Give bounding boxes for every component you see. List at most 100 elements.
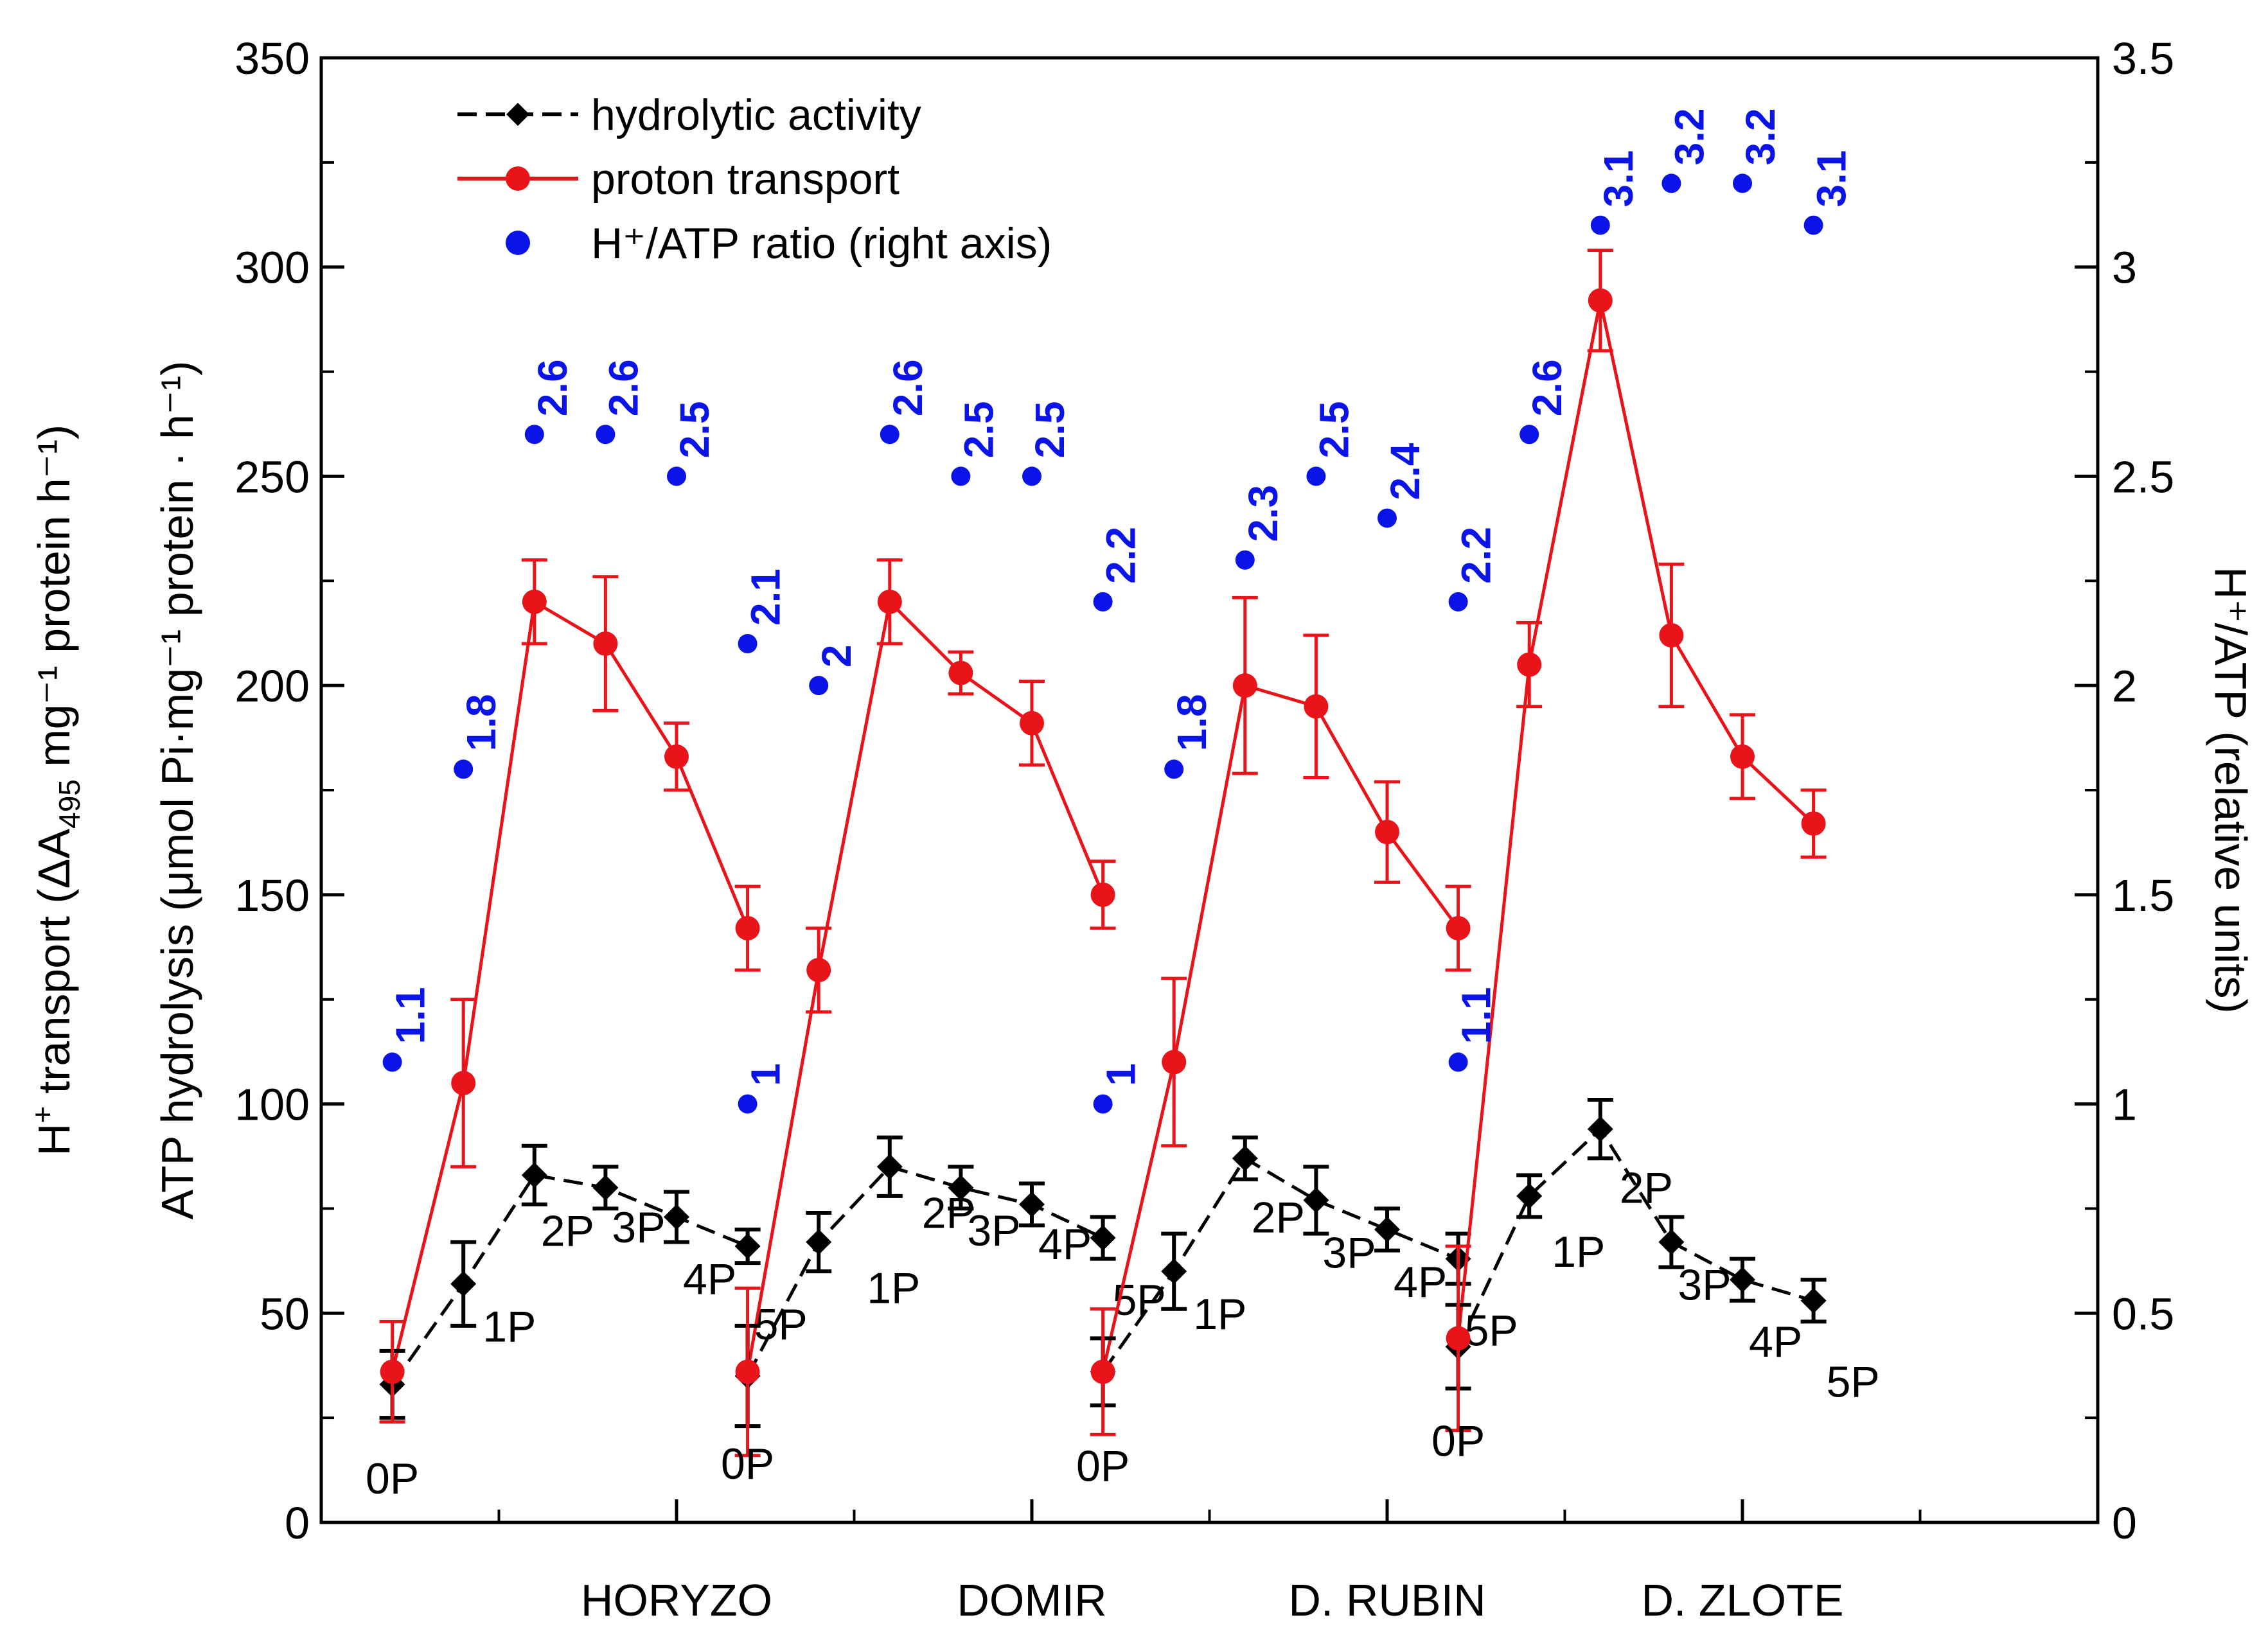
x-category-label: D. ZLOTE bbox=[1641, 1575, 1843, 1625]
y-tick-label: 100 bbox=[235, 1080, 310, 1130]
hydrolytic-point bbox=[1232, 1145, 1258, 1172]
ratio-point bbox=[1590, 215, 1610, 235]
proton-point bbox=[1446, 915, 1471, 940]
ratio-point bbox=[880, 425, 899, 445]
ratio-label: 2.6 bbox=[1524, 359, 1570, 416]
proton-point bbox=[1659, 622, 1684, 648]
ratio-point bbox=[1022, 466, 1041, 486]
ratio-label: 2.6 bbox=[600, 359, 646, 416]
hydrolytic-point bbox=[1516, 1183, 1543, 1209]
ratio-label: 1.8 bbox=[1169, 694, 1215, 751]
level-label: 3P bbox=[612, 1203, 665, 1252]
proton-point bbox=[664, 744, 689, 769]
proton-line bbox=[1457, 300, 1815, 1339]
proton-line bbox=[746, 598, 1104, 1372]
hydrolytic-point bbox=[734, 1233, 761, 1260]
ratio-label: 3.2 bbox=[1666, 108, 1712, 165]
y-axis-title-hydrolysis: ATP hydrolysis (μmol Pi·mg⁻¹ protein · h… bbox=[152, 361, 202, 1220]
ratio-point bbox=[1306, 466, 1326, 486]
proton-line bbox=[391, 599, 749, 1373]
hydrolytic-line bbox=[1101, 1156, 1459, 1373]
hydrolytic-point bbox=[1303, 1187, 1329, 1213]
y-tick-label: 0 bbox=[285, 1498, 310, 1548]
ratio-point bbox=[454, 759, 474, 779]
hydrolytic-point bbox=[1161, 1258, 1187, 1285]
y2-tick-label: 3.5 bbox=[2112, 33, 2174, 84]
hydrolytic-line bbox=[746, 1165, 1104, 1377]
proton-point bbox=[1304, 694, 1329, 719]
legend-marker-proton bbox=[506, 166, 530, 191]
ratio-label: 1.1 bbox=[1453, 987, 1500, 1044]
ratio-point bbox=[524, 425, 544, 445]
ratio-point bbox=[1448, 592, 1468, 612]
y-tick-label: 300 bbox=[235, 243, 310, 293]
level-label: 0P bbox=[1431, 1416, 1485, 1465]
proton-point bbox=[1090, 882, 1115, 907]
level-label: 2P bbox=[1252, 1193, 1305, 1242]
ratio-label: 3.2 bbox=[1737, 108, 1784, 165]
level-label: 4P bbox=[1038, 1220, 1092, 1269]
legend: hydrolytic activity proton transport H⁺/… bbox=[457, 91, 1052, 268]
ratio-point bbox=[951, 466, 971, 486]
level-label: 1P bbox=[867, 1264, 920, 1313]
ratio-label: 2.4 bbox=[1382, 443, 1428, 500]
legend-marker-ratio bbox=[506, 231, 530, 255]
level-label: 1P bbox=[483, 1303, 536, 1352]
x-category-label: D. RUBIN bbox=[1288, 1575, 1485, 1625]
level-label: 4P bbox=[1394, 1258, 1447, 1307]
y-tick-label: 200 bbox=[235, 661, 310, 711]
level-label: 1P bbox=[1193, 1290, 1246, 1339]
hydrolytic-point bbox=[1019, 1191, 1045, 1217]
level-label: 5P bbox=[1827, 1358, 1880, 1407]
legend-label-ratio: H⁺/ATP ratio (right axis) bbox=[591, 219, 1052, 268]
ratio-label: 2.5 bbox=[1027, 401, 1073, 458]
ratio-point bbox=[1661, 173, 1681, 193]
ratio-point bbox=[738, 1094, 757, 1114]
ratio-label: 2.5 bbox=[1311, 401, 1357, 458]
proton-point bbox=[1375, 820, 1399, 845]
ratio-label: 1.1 bbox=[387, 987, 434, 1044]
y2-tick-label: 0.5 bbox=[2112, 1289, 2174, 1339]
y2-tick-label: 3 bbox=[2112, 243, 2137, 293]
ratio-label: 2.3 bbox=[1240, 485, 1286, 542]
proton-point bbox=[451, 1071, 476, 1095]
level-label: 1P bbox=[1552, 1228, 1605, 1276]
y2-tick-label: 2 bbox=[2112, 661, 2137, 711]
hydrolytic-point bbox=[1730, 1267, 1755, 1293]
level-label: 3P bbox=[967, 1206, 1020, 1255]
ratio-point bbox=[382, 1052, 402, 1072]
level-label: 3P bbox=[1322, 1228, 1376, 1277]
proton-point bbox=[948, 660, 973, 685]
proton-line bbox=[1101, 683, 1460, 1373]
ratio-label: 2.5 bbox=[955, 401, 1002, 458]
ratio-point bbox=[1093, 592, 1113, 612]
hydrolytic-point bbox=[948, 1174, 974, 1201]
ratio-point bbox=[1235, 550, 1255, 570]
hydrolytic-point bbox=[876, 1154, 903, 1180]
hydrolytic-point bbox=[806, 1229, 832, 1255]
hydrolytic-point bbox=[521, 1162, 547, 1188]
legend-label-hydrolytic: hydrolytic activity bbox=[591, 91, 921, 139]
hydrolytic-point bbox=[1587, 1116, 1613, 1142]
proton-point bbox=[1588, 288, 1613, 313]
proton-point bbox=[522, 589, 547, 614]
ratio-label: 2.2 bbox=[1453, 527, 1500, 584]
x-axis: HORYZO DOMIR D. RUBIN D. ZLOTE bbox=[319, 1499, 2100, 1625]
y2-tick-label: 1 bbox=[2112, 1080, 2137, 1130]
ratio-label: 1 bbox=[1098, 1063, 1144, 1086]
ratio-label: 2.5 bbox=[671, 401, 718, 458]
ratio-point bbox=[1378, 508, 1397, 528]
level-label: 3P bbox=[1678, 1261, 1731, 1310]
ratio-point bbox=[1733, 173, 1752, 193]
y-tick-label: 350 bbox=[235, 33, 310, 84]
hydrolytic-point bbox=[592, 1174, 619, 1201]
level-label: 0P bbox=[1076, 1442, 1130, 1490]
ratio-point bbox=[596, 425, 616, 445]
y2-axis-title: H⁺/ATP (relative units) bbox=[2206, 567, 2256, 1014]
level-label: 4P bbox=[683, 1255, 736, 1303]
hydrolytic-point bbox=[450, 1271, 477, 1297]
proton-point bbox=[1730, 744, 1755, 769]
ratio-point bbox=[1519, 425, 1539, 445]
level-label: 0P bbox=[366, 1454, 419, 1503]
